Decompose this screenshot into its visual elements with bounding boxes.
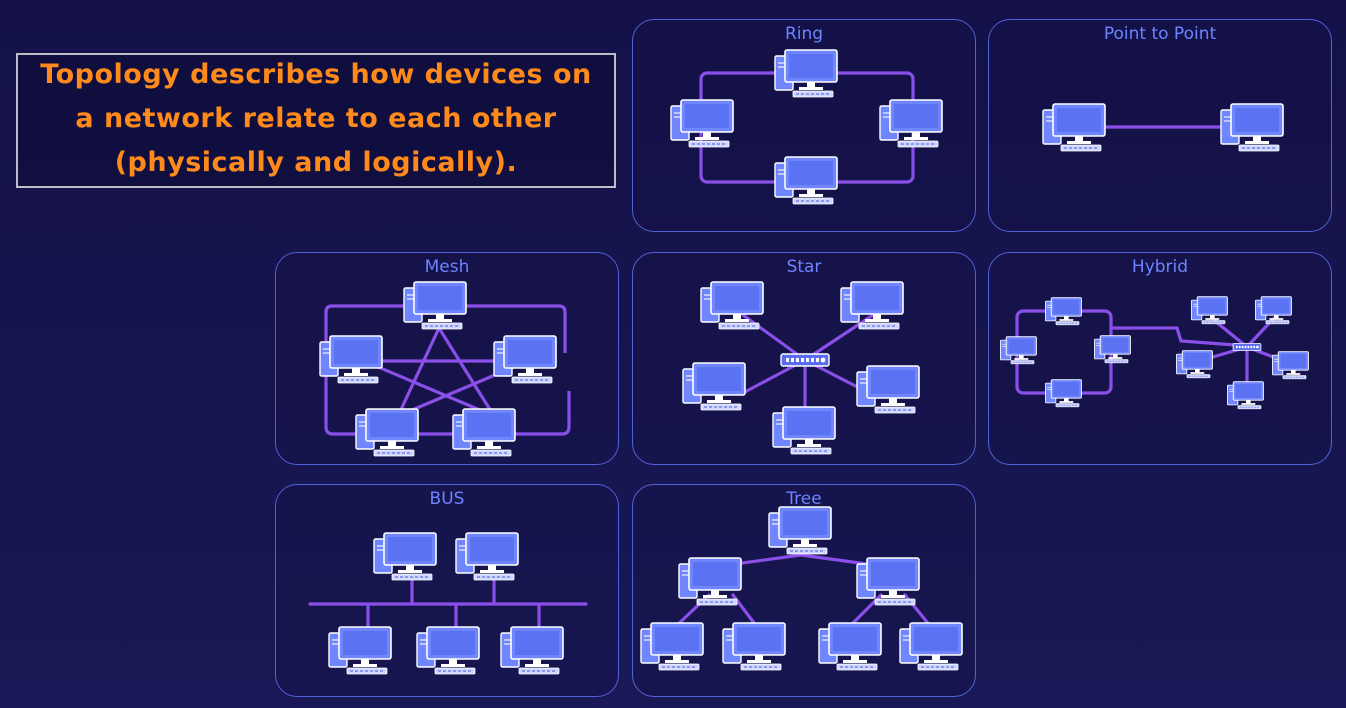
point-to-point-nodes bbox=[1042, 103, 1284, 152]
caption-box: Topology describes how devices on a netw… bbox=[16, 53, 616, 188]
panel-title-ring: Ring bbox=[784, 24, 824, 44]
link-line bbox=[803, 313, 875, 362]
panel-star: Star bbox=[632, 252, 976, 465]
computer-icon bbox=[493, 335, 557, 384]
tree-nodes bbox=[640, 506, 963, 671]
computer-icon bbox=[670, 99, 734, 148]
computer-icon bbox=[856, 557, 920, 606]
link-line bbox=[396, 326, 441, 418]
point-to-point-diagram bbox=[1042, 103, 1284, 152]
computer-icon bbox=[1227, 381, 1264, 410]
bus-nodes bbox=[328, 532, 564, 675]
link-line bbox=[1213, 319, 1249, 349]
computer-icon bbox=[1042, 103, 1106, 152]
mesh-diagram bbox=[319, 281, 571, 457]
computer-icon bbox=[319, 335, 383, 384]
computer-icon bbox=[416, 626, 480, 675]
ring-nodes bbox=[670, 49, 943, 205]
bus-diagram bbox=[308, 532, 588, 675]
computer-icon bbox=[879, 99, 943, 148]
caption-text: Topology describes how devices on a netw… bbox=[40, 58, 592, 178]
panel-ring: Ring bbox=[632, 19, 976, 232]
star-nodes bbox=[682, 281, 920, 455]
computer-icon bbox=[328, 626, 392, 675]
switch-icon bbox=[780, 353, 830, 367]
panel-hybrid: Hybrid bbox=[988, 252, 1332, 465]
bus-links bbox=[308, 578, 588, 631]
computer-icon bbox=[500, 626, 564, 675]
computer-icon bbox=[355, 408, 419, 457]
star-diagram bbox=[682, 281, 920, 455]
ring-diagram bbox=[670, 49, 943, 205]
computer-icon bbox=[452, 408, 516, 457]
panel-title-mesh: Mesh bbox=[424, 257, 470, 277]
panel-tree: Tree bbox=[632, 484, 976, 697]
computer-icon bbox=[772, 406, 836, 455]
tree-diagram bbox=[640, 506, 963, 671]
computer-icon bbox=[1045, 379, 1082, 408]
computer-icon bbox=[403, 281, 467, 330]
panel-title-bus: BUS bbox=[429, 489, 465, 509]
computer-icon bbox=[840, 281, 904, 330]
computer-icon bbox=[722, 622, 786, 671]
panel-bus: BUS bbox=[275, 484, 619, 697]
panel-mesh: Mesh bbox=[275, 252, 619, 465]
computer-icon bbox=[700, 281, 764, 330]
link-line bbox=[437, 326, 496, 418]
computer-icon bbox=[678, 557, 742, 606]
computer-icon bbox=[640, 622, 704, 671]
computer-icon bbox=[1191, 296, 1228, 325]
computer-icon bbox=[1272, 351, 1309, 380]
hybrid-nodes bbox=[1000, 296, 1309, 410]
computer-icon bbox=[373, 532, 437, 581]
computer-icon bbox=[899, 622, 963, 671]
panel-title-point-to-point: Point to Point bbox=[1103, 24, 1217, 44]
computer-icon bbox=[1094, 335, 1131, 364]
computer-icon bbox=[1220, 103, 1284, 152]
mesh-outer-link bbox=[324, 304, 571, 436]
computer-icon bbox=[682, 362, 746, 411]
computer-icon bbox=[1045, 297, 1082, 326]
link-line bbox=[741, 313, 807, 362]
computer-icon bbox=[818, 622, 882, 671]
link-line bbox=[362, 359, 496, 418]
computer-icon bbox=[455, 532, 519, 581]
computer-icon bbox=[856, 365, 920, 414]
computer-icon bbox=[774, 156, 838, 205]
switch-icon bbox=[1232, 343, 1262, 351]
hybrid-bridge-link bbox=[1111, 326, 1250, 348]
computer-icon bbox=[1176, 350, 1213, 379]
computer-icon bbox=[768, 506, 832, 555]
computer-icon bbox=[1000, 336, 1037, 365]
panel-title-hybrid: Hybrid bbox=[1131, 257, 1189, 277]
mesh-nodes bbox=[319, 281, 557, 457]
panel-title-tree: Tree bbox=[786, 489, 822, 509]
panel-point-to-point: Point to Point bbox=[988, 19, 1332, 232]
mesh-outer-link bbox=[444, 304, 567, 353]
computer-icon bbox=[774, 49, 838, 98]
panel-title-star: Star bbox=[786, 257, 822, 277]
hybrid-diagram bbox=[1000, 296, 1309, 410]
computer-icon bbox=[1255, 296, 1292, 325]
